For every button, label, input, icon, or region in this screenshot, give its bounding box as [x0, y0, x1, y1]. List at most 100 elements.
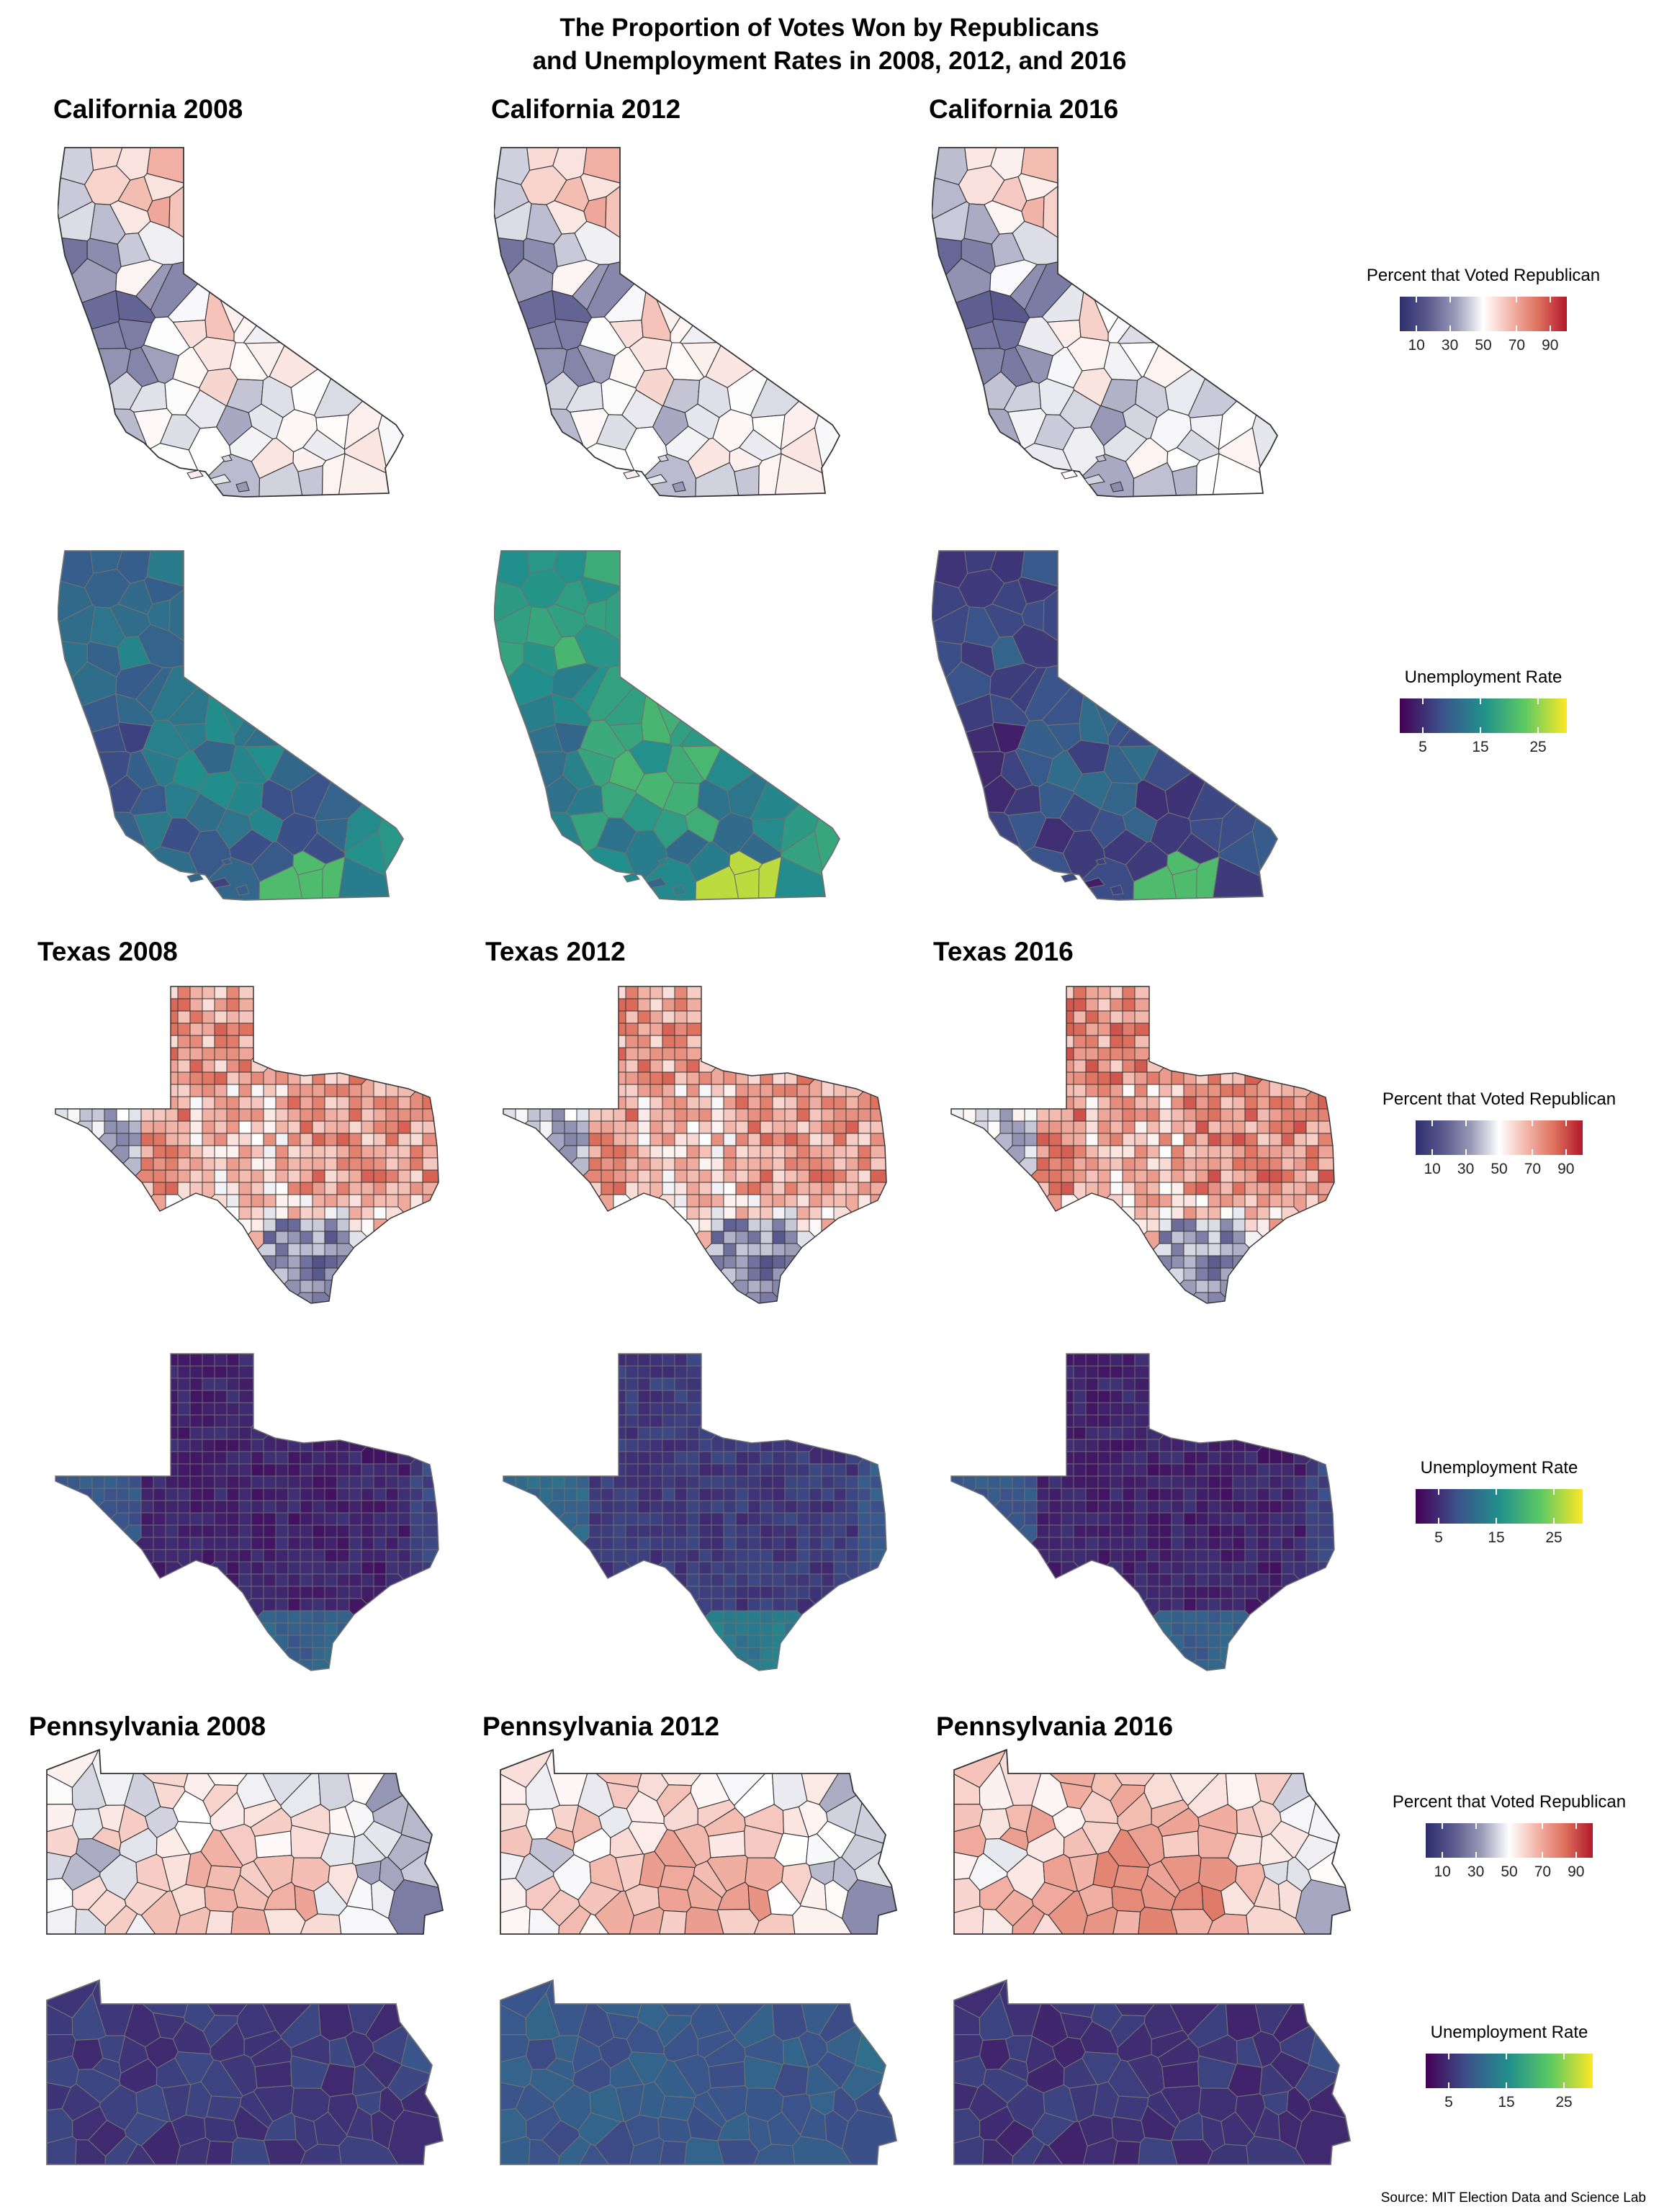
- county-polygon: [674, 1439, 688, 1452]
- county-polygon: [189, 1573, 240, 1637]
- county-polygon: [613, 1475, 626, 1489]
- county-polygon: [1244, 1500, 1258, 1514]
- county-polygon: [1256, 1573, 1270, 1587]
- county-polygon: [986, 1035, 1074, 1048]
- county-polygon: [336, 1084, 350, 1097]
- county-polygon: [275, 1451, 289, 1465]
- county-polygon: [251, 1488, 264, 1501]
- county-polygon: [772, 1194, 786, 1208]
- county-polygon: [637, 1182, 651, 1220]
- county-polygon: [1195, 1157, 1209, 1171]
- county-polygon: [238, 1022, 302, 1036]
- county-polygon: [1048, 1488, 1062, 1501]
- county-polygon: [1232, 1354, 1246, 1452]
- county-polygon: [324, 1463, 338, 1477]
- county-polygon: [588, 1488, 602, 1501]
- county-polygon: [1269, 1549, 1282, 1563]
- county-polygon: [1208, 1500, 1221, 1514]
- county-polygon: [760, 1463, 773, 1477]
- county-polygon: [300, 1377, 313, 1452]
- county-polygon: [1171, 1573, 1184, 1587]
- county-polygon: [238, 1206, 252, 1220]
- county-polygon: [1146, 1120, 1160, 1134]
- county-polygon: [760, 1231, 773, 1244]
- county-polygon: [1220, 1169, 1233, 1183]
- county-polygon: [747, 1145, 761, 1159]
- county-polygon: [1134, 1157, 1148, 1171]
- county-polygon: [1107, 553, 1263, 747]
- county-polygon: [410, 1169, 423, 1183]
- county-polygon: [214, 1059, 228, 1073]
- county-polygon: [263, 1512, 276, 1526]
- county-polygon: [1305, 1537, 1319, 1550]
- county-polygon: [625, 998, 639, 1012]
- county-polygon: [260, 1280, 301, 1303]
- county-polygon: [324, 1586, 338, 1599]
- county-polygon: [1030, 2144, 1066, 2164]
- county-polygon: [1036, 1512, 1050, 1526]
- county-polygon: [177, 1084, 191, 1097]
- chart-title: The Proportion of Votes Won by Republica…: [0, 12, 1659, 78]
- state-border: [503, 986, 887, 1304]
- county-polygon: [1183, 1451, 1197, 1465]
- county-polygon: [1122, 1512, 1136, 1526]
- county-polygon: [300, 1463, 313, 1477]
- county-polygon: [1085, 1096, 1099, 1110]
- county-polygon: [238, 1365, 326, 1379]
- county-polygon: [1073, 998, 1087, 1012]
- county-polygon: [629, 1218, 700, 1295]
- county-polygon: [1269, 1047, 1282, 1097]
- county-polygon: [202, 1010, 215, 1024]
- legend-tick-label: 5: [1444, 2094, 1453, 2110]
- county-polygon: [238, 1157, 252, 1171]
- county-polygon: [588, 1512, 602, 1526]
- county-polygon: [1122, 1549, 1136, 1563]
- county-polygon: [637, 1549, 651, 1588]
- county-polygon: [1183, 1120, 1197, 1134]
- county-polygon: [361, 1133, 374, 1146]
- county-polygon: [361, 1573, 374, 1587]
- legend-colorbar: [1416, 1489, 1583, 1524]
- county-polygon: [214, 1182, 228, 1195]
- county-polygon: [821, 1047, 835, 1097]
- county-polygon: [140, 1120, 154, 1134]
- county-polygon: [1110, 1500, 1123, 1514]
- county-polygon: [177, 1402, 191, 1416]
- county-polygon: [1073, 1145, 1087, 1159]
- island-polygon: [623, 873, 640, 883]
- county-polygon: [1220, 1354, 1233, 1452]
- county-polygon: [576, 1488, 590, 1501]
- county-polygon: [1156, 1647, 1197, 1671]
- county-polygon: [1085, 1390, 1099, 1403]
- county-polygon: [845, 1194, 859, 1220]
- county-polygon: [576, 1120, 590, 1134]
- county-polygon: [397, 986, 439, 1097]
- county-polygon: [116, 1133, 130, 1146]
- county-polygon: [373, 1463, 387, 1477]
- county-polygon: [1159, 1524, 1172, 1538]
- county-polygon: [1061, 1194, 1092, 1303]
- county-polygon: [287, 1622, 301, 1636]
- county-polygon: [637, 1537, 651, 1550]
- legend-tick-mark: [1553, 1518, 1555, 1524]
- county-polygon: [1171, 1243, 1184, 1256]
- county-polygon: [1146, 1071, 1160, 1085]
- legend-tick-label: 50: [1501, 1863, 1518, 1880]
- county-polygon: [275, 1182, 289, 1195]
- island-polygon: [646, 474, 668, 485]
- county-polygon: [747, 1647, 761, 1660]
- county-polygon: [1146, 1084, 1160, 1097]
- county-polygon: [422, 1120, 439, 1134]
- county-polygon: [1159, 1133, 1172, 1146]
- county-polygon: [760, 1549, 773, 1563]
- county-polygon: [760, 1096, 773, 1110]
- county-polygon: [674, 1059, 688, 1073]
- county-polygon: [226, 1512, 240, 1526]
- county-polygon: [275, 1194, 289, 1208]
- county-polygon: [1134, 1573, 1148, 1587]
- county-polygon: [349, 1549, 362, 1563]
- county-polygon: [674, 1549, 688, 1563]
- county-polygon: [1159, 1451, 1172, 1465]
- county-polygon: [858, 1537, 871, 1550]
- county-polygon: [1305, 1145, 1319, 1159]
